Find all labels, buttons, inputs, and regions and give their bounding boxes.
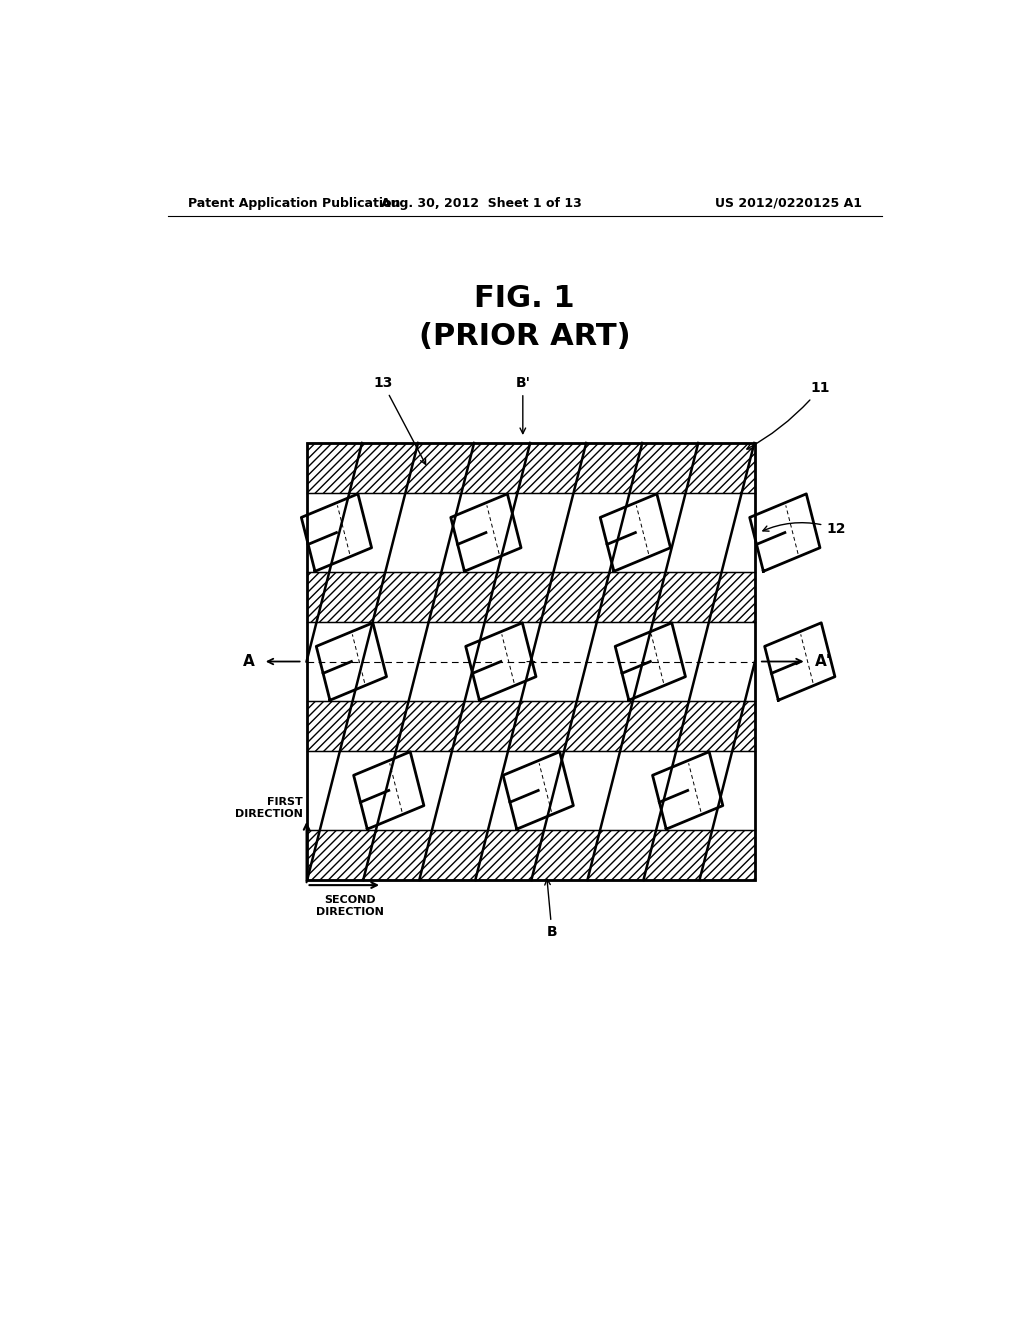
Text: +: +: [525, 655, 537, 668]
Text: FIG. 1: FIG. 1: [474, 284, 575, 313]
Text: 11: 11: [746, 381, 830, 449]
Text: (PRIOR ART): (PRIOR ART): [419, 322, 631, 351]
Bar: [306, 444, 755, 880]
Text: A: A: [244, 653, 255, 669]
Text: SECOND
DIRECTION: SECOND DIRECTION: [316, 895, 384, 917]
Text: A': A': [814, 653, 830, 669]
Bar: [306, 572, 755, 622]
Bar: [306, 444, 755, 494]
Text: B': B': [515, 376, 530, 433]
Text: US 2012/0220125 A1: US 2012/0220125 A1: [715, 197, 862, 210]
Text: FIRST
DIRECTION: FIRST DIRECTION: [234, 797, 303, 818]
Text: B: B: [545, 879, 557, 939]
Text: Aug. 30, 2012  Sheet 1 of 13: Aug. 30, 2012 Sheet 1 of 13: [381, 197, 582, 210]
Text: 12: 12: [763, 521, 846, 536]
Bar: [306, 830, 755, 880]
Text: 13: 13: [373, 376, 426, 465]
Text: Patent Application Publication: Patent Application Publication: [187, 197, 400, 210]
Bar: [306, 701, 755, 751]
